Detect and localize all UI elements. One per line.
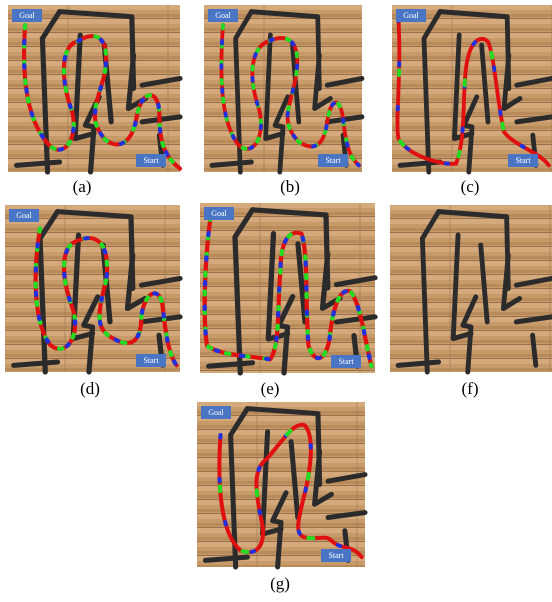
- start-label: Start: [325, 156, 341, 165]
- panel: [390, 205, 552, 372]
- goal-label: Goal: [403, 11, 419, 20]
- caption: (b): [280, 177, 300, 196]
- caption: (g): [270, 574, 290, 593]
- start-label: Start: [338, 357, 354, 366]
- panel: Goal Start: [197, 402, 365, 567]
- goal-label: Goal: [208, 408, 224, 417]
- caption: (e): [261, 379, 280, 398]
- panel: Goal Start: [392, 5, 552, 172]
- panel: Goal Start: [200, 203, 375, 373]
- goal-label: Goal: [19, 11, 35, 20]
- figure: Goal Start (a) Goal Start (b) Goal Start (c) Goal…: [0, 0, 552, 602]
- caption: (c): [461, 177, 480, 196]
- panel: Goal Start: [5, 205, 180, 372]
- start-label: Start: [143, 356, 159, 365]
- start-label: Start: [515, 156, 531, 165]
- goal-label: Goal: [16, 211, 32, 220]
- caption: (f): [462, 379, 479, 398]
- start-label: Start: [328, 551, 344, 560]
- start-label: Start: [143, 156, 159, 165]
- panel: Goal Start: [8, 5, 180, 172]
- caption: (a): [73, 177, 92, 196]
- panel: Goal Start: [204, 5, 362, 172]
- goal-label: Goal: [215, 11, 231, 20]
- caption: (d): [80, 379, 100, 398]
- goal-label: Goal: [211, 209, 227, 218]
